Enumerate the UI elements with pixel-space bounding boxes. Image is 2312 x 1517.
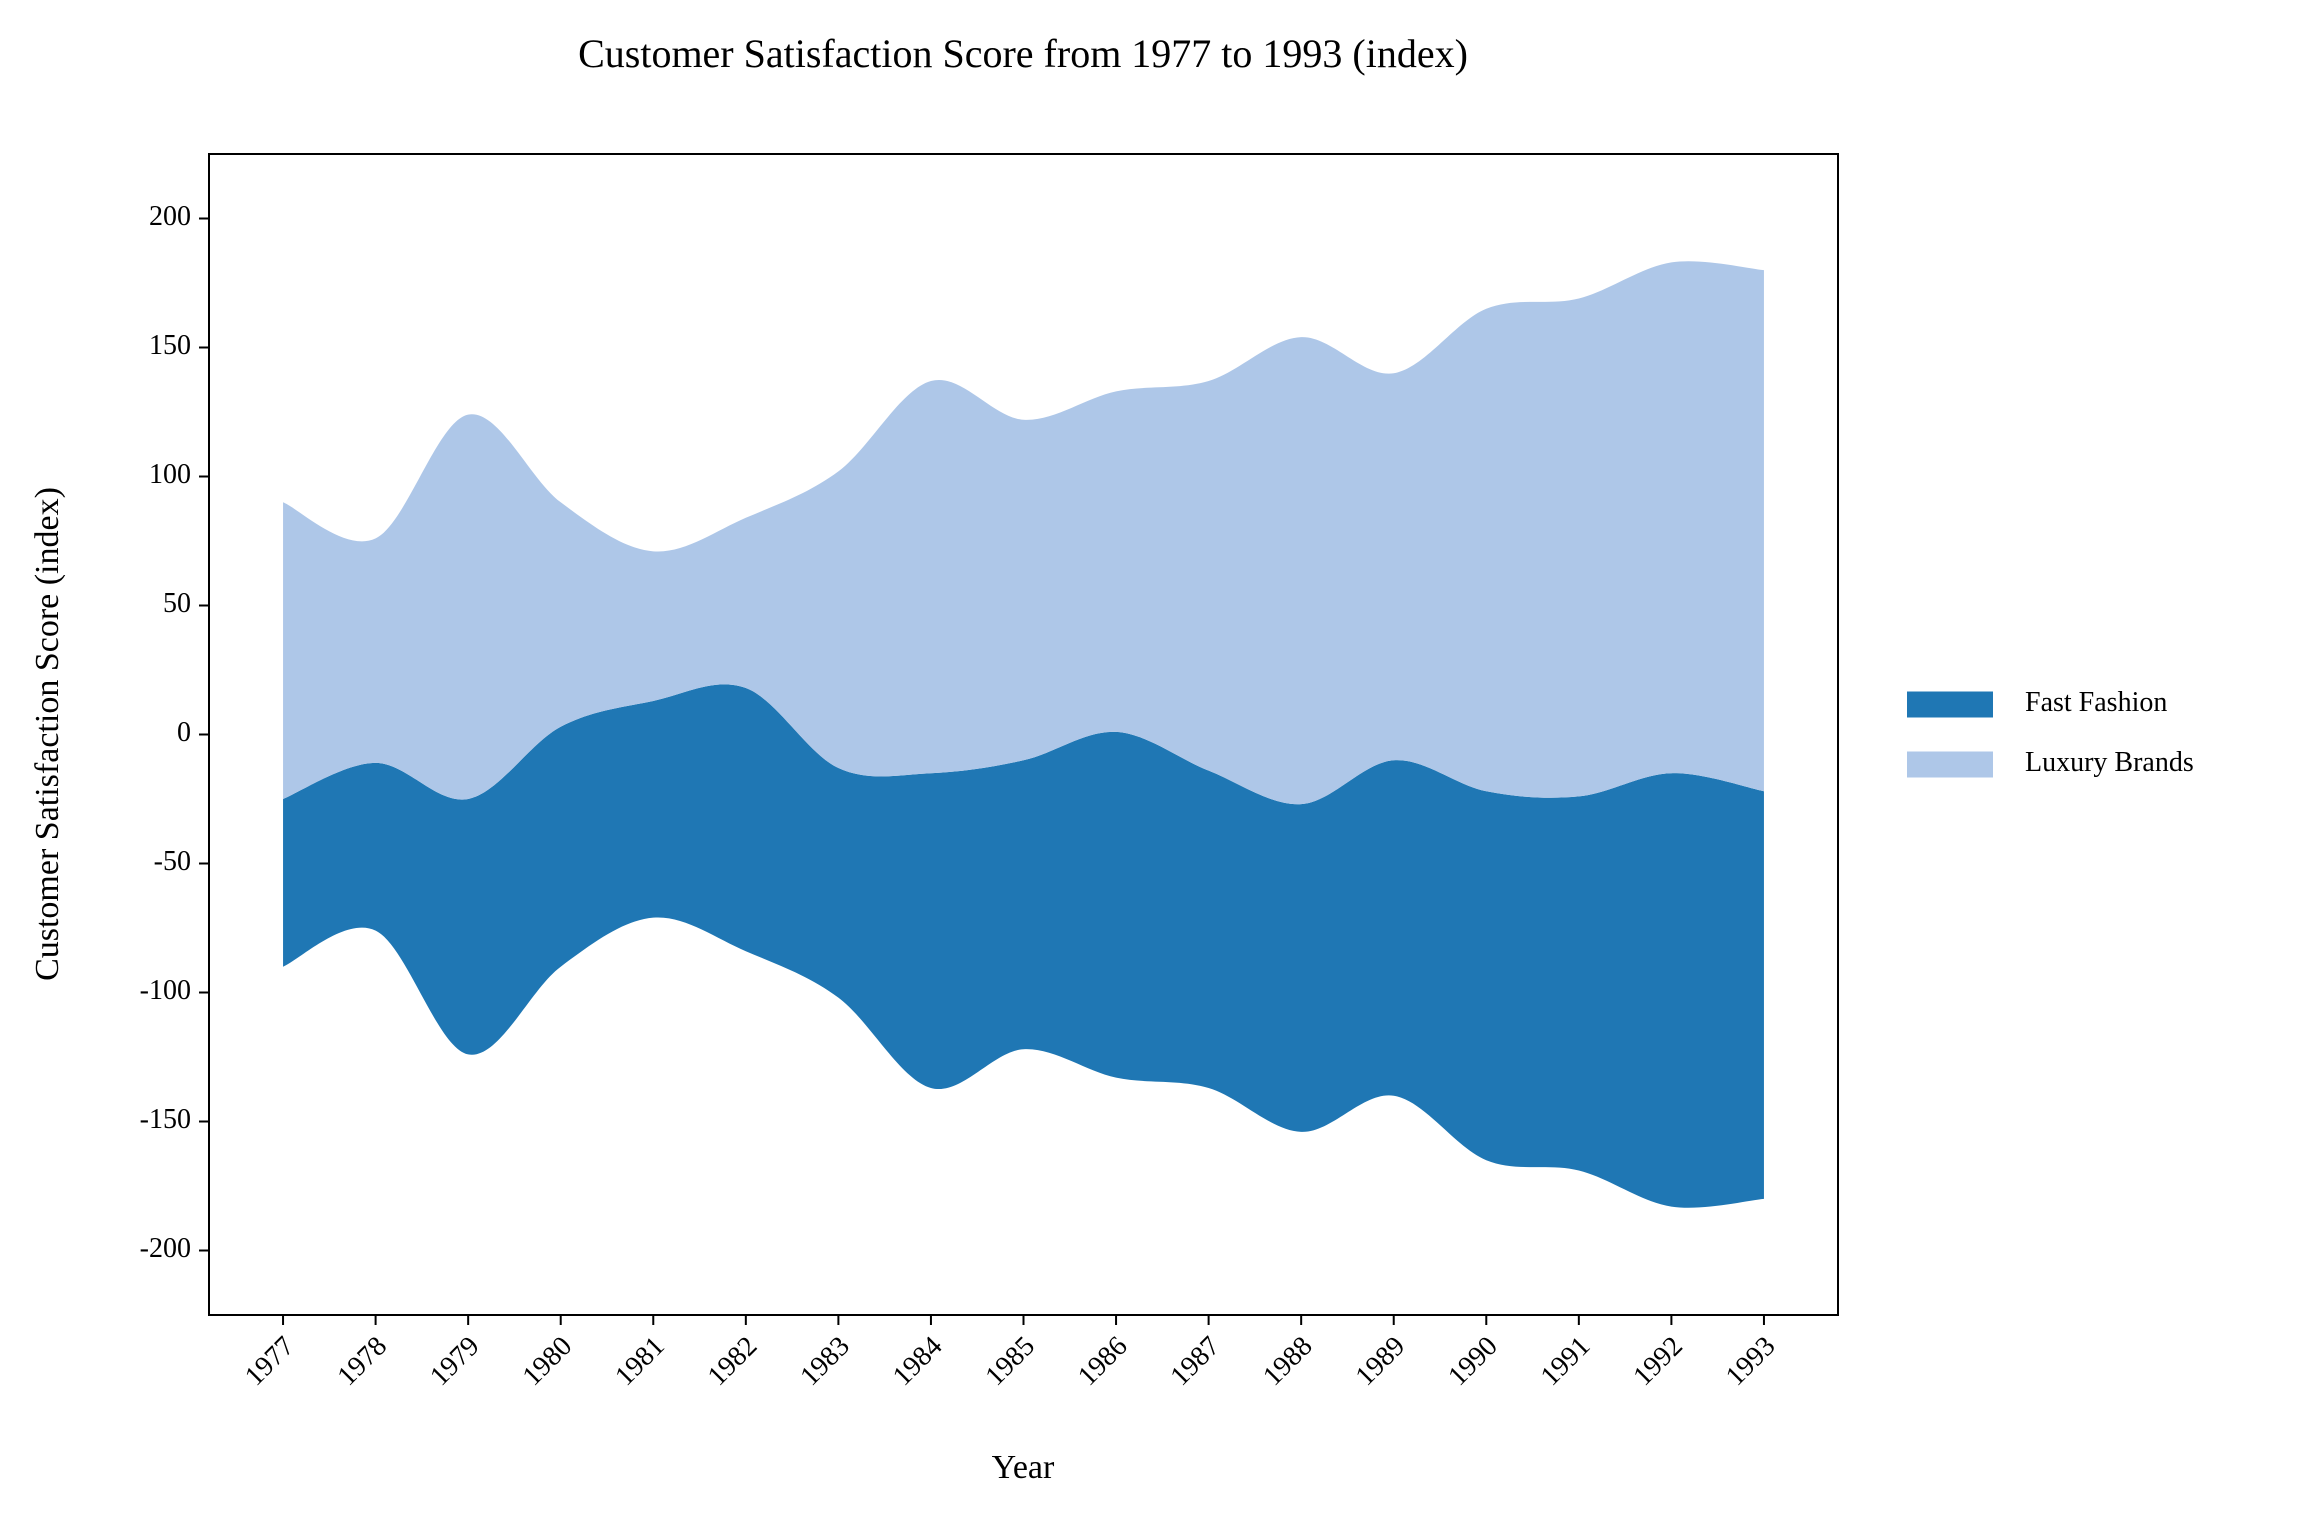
y-tick-label: 50 [163, 588, 191, 619]
x-axis-label: Year [992, 1449, 1055, 1486]
x-tick-label: 1990 [1442, 1331, 1504, 1393]
legend-label: Fast Fashion [2025, 687, 2167, 718]
chart-title: Customer Satisfaction Score from 1977 to… [578, 31, 1468, 76]
y-tick-label: 0 [177, 717, 191, 748]
y-tick-label: -50 [154, 846, 191, 877]
y-axis-label: Customer Satisfaction Score (index) [29, 487, 66, 981]
y-tick-label: 200 [149, 201, 191, 232]
x-tick-label: 1986 [1072, 1331, 1134, 1393]
x-tick-label: 1988 [1257, 1331, 1319, 1393]
x-tick-label: 1981 [609, 1331, 671, 1393]
x-tick-label: 1984 [887, 1331, 949, 1393]
x-tick-label: 1977 [239, 1331, 301, 1393]
x-tick-label: 1979 [424, 1331, 486, 1393]
x-tick-label: 1985 [979, 1331, 1041, 1393]
x-tick-label: 1991 [1535, 1331, 1597, 1393]
x-tick-label: 1992 [1627, 1331, 1689, 1393]
x-tick-label: 1993 [1720, 1331, 1782, 1393]
x-tick-label: 1982 [702, 1331, 764, 1393]
legend-swatch [1907, 691, 1993, 718]
x-tick-label: 1980 [517, 1331, 579, 1393]
x-tick-label: 1983 [794, 1331, 856, 1393]
stream-area [283, 684, 1764, 1208]
x-tick-label: 1989 [1350, 1331, 1412, 1393]
legend-label: Luxury Brands [2025, 747, 2194, 778]
legend-swatch [1907, 751, 1993, 778]
y-tick-label: 150 [149, 330, 191, 361]
x-tick-label: 1987 [1165, 1331, 1227, 1393]
y-tick-label: -200 [140, 1233, 191, 1264]
y-tick-label: 100 [149, 459, 191, 490]
x-tick-label: 1978 [332, 1331, 394, 1393]
y-tick-label: -150 [140, 1104, 191, 1135]
stream-area [283, 261, 1764, 805]
y-tick-label: -100 [140, 975, 191, 1006]
